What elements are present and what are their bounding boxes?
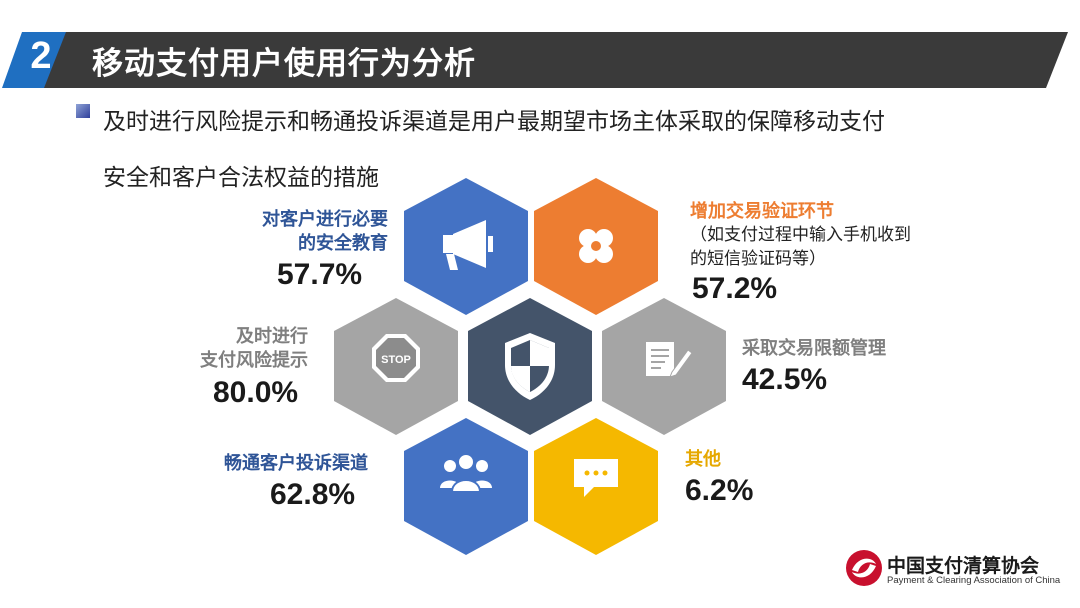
label-verification: 增加交易验证环节 [690,201,834,222]
clover-icon [579,229,613,263]
label-safety-education: 对客户进行必要 的安全教育 [262,208,388,256]
note-verification-line-1: （如支付过程中输入手机收到 [690,225,911,245]
note-verification-line-2: 的短信验证码等） [690,249,826,269]
value-risk-warning: 80.0% [213,376,299,409]
note-verification: （如支付过程中输入手机收到 的短信验证码等） [690,223,911,271]
subtitle-line-1: 及时进行风险提示和畅通投诉渠道是用户最期望市场主体采取的保障移动支付 [103,109,885,135]
logo-name-cn: 中国支付清算协会 [887,555,1040,577]
label-risk-warning-line-2: 支付风险提示 [200,350,308,371]
chat-bubble-icon [574,459,618,497]
subtitle: 及时进行风险提示和畅通投诉渠道是用户最期望市场主体采取的保障移动支付 安全和客户… [103,94,1063,206]
logo-name-en: Payment & Clearing Association of China [887,575,1061,586]
section-number: 2 [30,35,52,77]
label-complaint-channel: 畅通客户投诉渠道 [224,453,368,474]
svg-text:STOP: STOP [381,354,411,366]
label-other: 其他 [685,449,721,470]
label-risk-warning: 及时进行 支付风险提示 [200,325,308,373]
people-group-icon [440,453,492,493]
megaphone-icon [443,220,493,270]
value-safety-education: 57.7% [277,258,363,291]
shield-icon [505,333,555,400]
subtitle-line-2: 安全和客户合法权益的措施 [103,165,379,191]
value-complaint-channel: 62.8% [270,478,356,511]
label-risk-warning-line-1: 及时进行 [236,326,308,347]
page-title: 移动支付用户使用行为分析 [92,46,476,82]
stop-sign-icon: STOP [372,334,420,382]
notepad-pencil-icon [646,342,693,378]
association-logo-icon [846,550,882,586]
header-banner-shape [2,32,1068,88]
value-verification: 57.2% [692,272,778,305]
header-banner: 2 移动支付用户使用行为分析 [0,0,1080,98]
label-safety-education-line-1: 对客户进行必要 [262,209,388,230]
value-other: 6.2% [685,474,754,507]
bullet-icon [76,104,90,118]
label-safety-education-line-2: 的安全教育 [298,233,388,254]
value-limit-management: 42.5% [742,363,828,396]
label-limit-management: 采取交易限额管理 [742,338,886,359]
